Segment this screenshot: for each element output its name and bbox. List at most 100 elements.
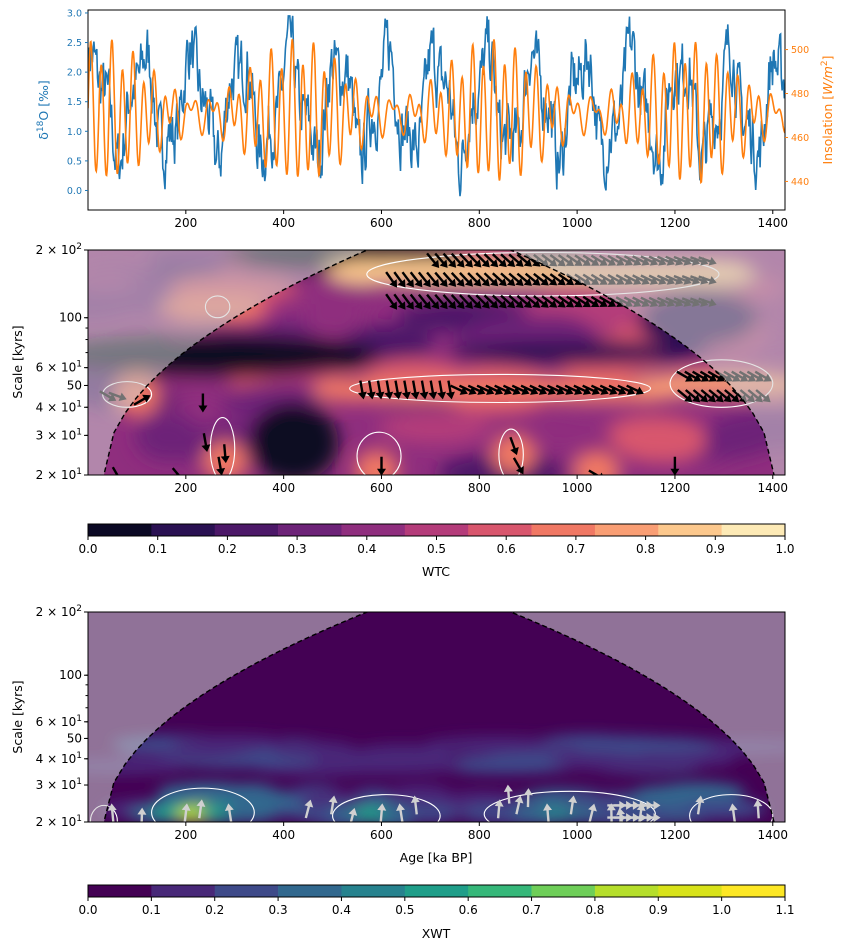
phase-arrow bbox=[377, 456, 386, 475]
phase-arrow-shape bbox=[385, 293, 398, 310]
colorbar-tick-label: 0.5 bbox=[427, 542, 446, 556]
phase-arrow bbox=[543, 803, 553, 822]
heatmap-region bbox=[378, 411, 490, 444]
y-tick-label: 3 × 101 bbox=[36, 777, 82, 792]
phase-arrow-shape bbox=[133, 394, 151, 406]
phase-arrow bbox=[459, 294, 473, 309]
heatmap-region bbox=[630, 785, 700, 806]
phase-arrow-shape bbox=[107, 803, 117, 822]
colorbar-tick-label: 0.7 bbox=[566, 542, 585, 556]
heatmap-region bbox=[447, 340, 708, 365]
xwt-frame bbox=[87, 611, 786, 823]
phase-arrow-shape bbox=[606, 803, 616, 822]
phase-arrow-shape bbox=[401, 293, 414, 310]
phase-arrow-shape bbox=[590, 295, 608, 308]
heatmap-region bbox=[607, 416, 704, 452]
phase-arrow bbox=[304, 799, 314, 819]
wtc-x-ticks: 200 400 600 800 1000 1200 1400 bbox=[174, 475, 788, 495]
heatmap-region bbox=[271, 741, 356, 758]
phase-arrow-shape bbox=[450, 252, 465, 268]
significance-contour bbox=[349, 373, 652, 404]
phase-arrow-shape bbox=[375, 380, 385, 400]
phase-arrow-shape bbox=[410, 380, 420, 400]
phase-arrow bbox=[426, 293, 440, 310]
phase-arrow bbox=[626, 384, 644, 395]
d18o-y-ticks: 0.0 0.5 1.0 1.5 2.0 2.5 3.0 bbox=[67, 8, 88, 197]
phase-arrow-shape bbox=[582, 295, 600, 308]
colorbar-tick-label: 0.1 bbox=[148, 542, 167, 556]
x-tick-label: 600 bbox=[370, 828, 393, 842]
significance-contour bbox=[332, 794, 441, 822]
phase-arrow bbox=[483, 294, 499, 309]
colorbar-tick-label: 0.0 bbox=[78, 542, 97, 556]
colorbar-swatch bbox=[278, 524, 342, 536]
phase-arrow bbox=[428, 380, 438, 400]
phase-arrow-shape bbox=[475, 294, 490, 309]
xwt-phase-arrows bbox=[107, 784, 763, 822]
phase-arrow-shape bbox=[384, 380, 394, 400]
phase-arrow bbox=[475, 253, 490, 268]
phase-arrow bbox=[491, 253, 507, 268]
x-tick-label: 200 bbox=[174, 481, 197, 495]
phase-arrow-shape bbox=[459, 252, 473, 268]
d18o-tick-label: 0.0 bbox=[67, 186, 82, 197]
colorbar-swatch bbox=[88, 885, 152, 897]
phase-arrow bbox=[181, 803, 191, 822]
phase-arrow bbox=[582, 295, 600, 308]
colorbar-tick-label: 0.2 bbox=[205, 903, 224, 917]
phase-arrow-shape bbox=[728, 803, 738, 822]
phase-arrow bbox=[676, 370, 694, 382]
phase-arrow-shape bbox=[475, 253, 490, 268]
phase-arrow-shape bbox=[543, 803, 553, 822]
wtc-frame bbox=[87, 249, 786, 476]
x-tick-label: 1400 bbox=[757, 216, 788, 230]
phase-arrow-shape bbox=[533, 295, 549, 308]
timeseries-x-ticks: 200 400 600 800 1000 1200 1400 bbox=[174, 210, 788, 230]
phase-arrow-shape bbox=[716, 389, 732, 403]
colorbar-swatch bbox=[594, 524, 659, 536]
x-tick-label: 800 bbox=[468, 481, 491, 495]
phase-arrow-shape bbox=[568, 795, 578, 815]
phase-arrow bbox=[524, 272, 541, 286]
phase-arrow-shape bbox=[434, 252, 448, 268]
colorbar-swatch bbox=[214, 524, 279, 536]
phase-arrow bbox=[716, 389, 732, 403]
x-tick-label: 400 bbox=[272, 216, 295, 230]
phase-arrow bbox=[366, 380, 376, 400]
phase-arrow-shape bbox=[516, 272, 532, 286]
phase-arrow bbox=[524, 295, 541, 308]
xwt-y-axis-label: Scale [kyrs] bbox=[10, 680, 25, 753]
phase-arrow bbox=[467, 253, 482, 268]
phase-arrow bbox=[328, 795, 338, 815]
heatmap-region bbox=[350, 755, 450, 772]
colorbar-swatch bbox=[341, 885, 406, 897]
heatmap-region bbox=[221, 804, 278, 822]
y-tick-label: 4 × 101 bbox=[36, 399, 82, 414]
phase-arrow bbox=[396, 803, 405, 822]
x-tick-label: 800 bbox=[468, 216, 491, 230]
phase-arrow bbox=[533, 272, 549, 286]
colorbar-frame bbox=[87, 884, 786, 898]
phase-arrow bbox=[500, 272, 516, 287]
phase-arrow-shape bbox=[426, 271, 440, 288]
x-tick-label: 1200 bbox=[660, 216, 691, 230]
coi-boundary bbox=[103, 250, 775, 475]
phase-arrow bbox=[707, 370, 725, 382]
phase-arrow bbox=[450, 271, 465, 287]
phase-arrow bbox=[357, 380, 367, 400]
phase-arrow bbox=[512, 457, 524, 475]
phase-arrow-shape bbox=[377, 803, 387, 822]
phase-arrow-shape bbox=[491, 272, 507, 287]
phase-arrow bbox=[557, 273, 575, 286]
phase-arrow bbox=[409, 271, 423, 288]
d18o-tick-label: 0.5 bbox=[67, 156, 82, 167]
phase-arrow-shape bbox=[700, 389, 716, 403]
phase-arrow bbox=[401, 293, 414, 310]
colorbar-tick-label: 0.2 bbox=[218, 542, 237, 556]
phase-arrow-shape bbox=[684, 389, 701, 403]
phase-arrow bbox=[419, 380, 429, 400]
phase-arrow-shape bbox=[512, 457, 524, 475]
phase-arrow-shape bbox=[442, 252, 457, 268]
colorbar-swatch bbox=[594, 885, 659, 897]
phase-arrow bbox=[541, 273, 558, 286]
